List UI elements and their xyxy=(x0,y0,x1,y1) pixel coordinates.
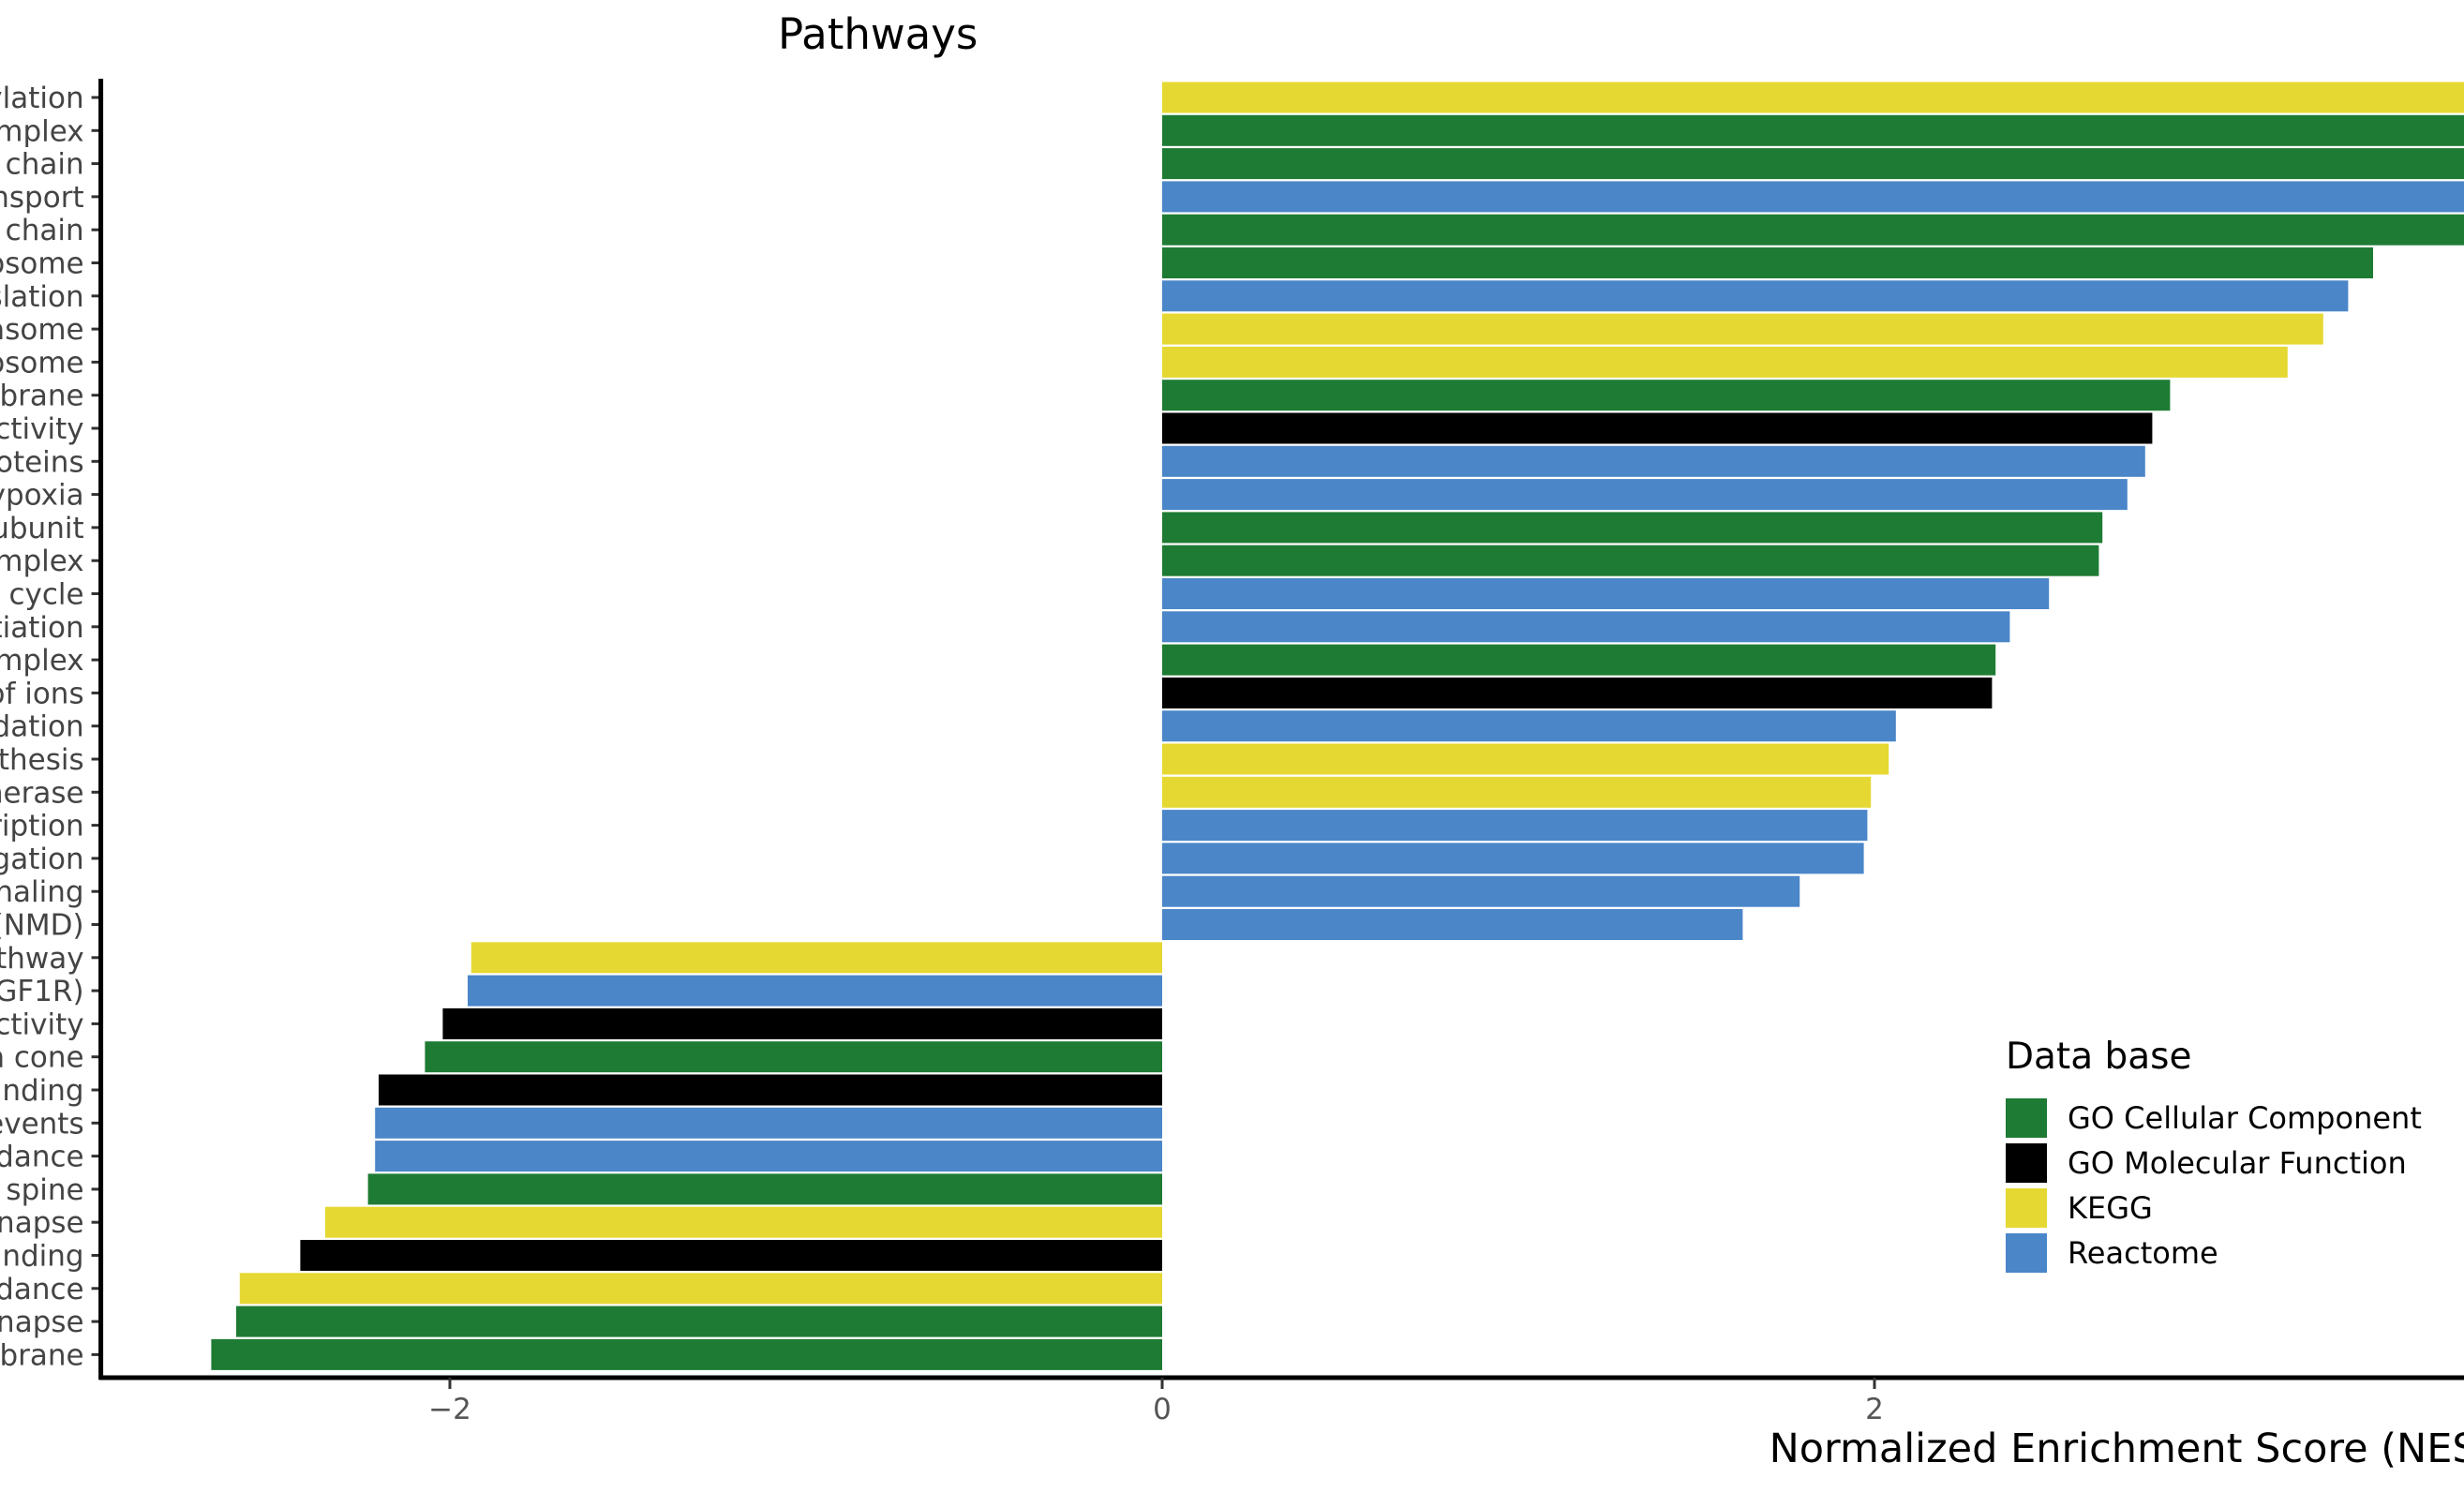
category-label: GO:0030426 growth cone xyxy=(0,1041,84,1075)
legend-swatch xyxy=(2006,1188,2047,1228)
bar xyxy=(1162,181,2464,213)
bar xyxy=(1162,346,2288,378)
category-label: GO:0005761 mitochondrial ribosome xyxy=(0,247,84,281)
bar xyxy=(1162,875,1800,907)
category-label: RNA Polymerase I Chain Elongation xyxy=(0,843,84,876)
bar xyxy=(470,942,1162,974)
category-label: Activation of NMDA receptor and postsyna… xyxy=(0,1107,84,1141)
bar xyxy=(1162,479,2128,511)
bar xyxy=(425,1041,1162,1073)
bar xyxy=(468,975,1162,1007)
category-label: rno04310 Wnt signaling pathway xyxy=(0,942,84,976)
category-label: GO:0044309 neuron spine xyxy=(0,1173,84,1207)
category-label: GO:0031966 mitochondrial membrane xyxy=(0,380,84,413)
bar xyxy=(239,1273,1163,1305)
category-label: GO:0005763 mitochondrial small ribosomal… xyxy=(0,512,84,545)
category-label: rno03020 RNA polymerase xyxy=(0,776,84,810)
bar xyxy=(1162,512,2103,544)
bar xyxy=(1162,545,2099,576)
x-tick-label: 2 xyxy=(1865,1393,1884,1426)
bar xyxy=(1162,909,1743,940)
bar xyxy=(1162,710,1896,742)
bar xyxy=(1162,677,1993,709)
bar xyxy=(375,1107,1162,1139)
category-label: Axon guidance xyxy=(0,1141,84,1174)
legend-swatch xyxy=(2006,1098,2047,1138)
bar xyxy=(1162,82,2464,113)
bars-layer xyxy=(211,82,2464,1370)
bar xyxy=(211,1338,1162,1370)
category-label: rno03050 Proteasome xyxy=(0,313,84,347)
x-tick-label: −2 xyxy=(428,1393,471,1426)
category-label: Signaling by Type 1 Insulin−like Growth … xyxy=(0,975,84,1008)
category-label: GO:0097060 synaptic membrane xyxy=(0,1338,84,1372)
legend-label: GO Cellular Component xyxy=(2068,1100,2422,1136)
bar xyxy=(236,1306,1162,1337)
bar xyxy=(1162,280,2349,312)
category-label: GO:0044769 ATPase activity, coupled to t… xyxy=(0,677,84,710)
legend-label: GO Molecular Function xyxy=(2068,1145,2407,1181)
bar xyxy=(1162,114,2464,146)
bar xyxy=(1162,445,2145,477)
bar xyxy=(1162,743,1889,775)
category-label: Pyruvate metabolism and Citric Acid (TCA… xyxy=(0,578,84,612)
x-axis-title: Normalized Enrichment Score (NES) xyxy=(1770,1425,2464,1472)
category-label: RNA Polymerase I Transcription xyxy=(0,810,84,843)
bar xyxy=(1162,578,2050,609)
bar xyxy=(1162,843,1864,874)
bar xyxy=(1162,776,1872,808)
bar xyxy=(1162,380,2171,411)
category-label: rno03010 Ribosome xyxy=(0,346,84,380)
legend: Data base GO Cellular Component GO Molecu… xyxy=(2006,1036,2422,1273)
legend-swatch xyxy=(2006,1233,2047,1273)
category-label: GO:0008137 NADH dehydrogenase (ubiquinon… xyxy=(0,412,84,446)
bar xyxy=(1162,810,1868,842)
category-label: rno00130 Ubiquinone and other terpenoid−… xyxy=(0,743,84,777)
category-label: GO:0008046 axon guidance receptor activi… xyxy=(0,1007,84,1041)
bar xyxy=(1162,148,2464,180)
legend-label: Reactome xyxy=(2068,1235,2218,1271)
category-label: GO:0022624 proteasome accessory complex xyxy=(0,545,84,578)
category-label: GO:0005746 mitochondrial respiratory cha… xyxy=(0,214,84,247)
bar xyxy=(1162,214,2464,246)
category-label: Mitochondrial translation xyxy=(0,280,84,314)
bar xyxy=(1162,412,2153,444)
category-label: Nonsense−Mediated Decay (NMD) xyxy=(0,909,84,943)
category-label: rno04360 Axon guidance xyxy=(0,1273,84,1306)
x-tick-label: 0 xyxy=(1153,1393,1172,1426)
category-label: GO:0070577 lysine−acetylated histone bin… xyxy=(0,1240,84,1274)
bar xyxy=(1162,644,1996,676)
x-axis-ticks: −2024 xyxy=(428,1378,1884,1426)
category-label: GO:0098800 inner mitochondrial membrane … xyxy=(0,114,84,148)
category-label: rno00190 Oxidative phosphorylation xyxy=(0,82,84,115)
category-label: Beta−catenin independent WNT signaling xyxy=(0,875,84,909)
bar xyxy=(325,1206,1162,1238)
category-labels: rno00190 Oxidative phosphorylationGO:009… xyxy=(0,82,101,1372)
bar xyxy=(367,1173,1163,1205)
bar xyxy=(375,1141,1162,1172)
category-label: APC/C−mediated degradation of cell cycle… xyxy=(0,445,84,479)
category-label: Antigen processing: Ubiquitination & Pro… xyxy=(0,710,84,744)
chart-title: Pathways xyxy=(778,9,978,59)
legend-label: KEGG xyxy=(2068,1190,2153,1226)
bar xyxy=(379,1074,1162,1106)
category-label: GO:0098984 neuron to neuron synapse xyxy=(0,1306,84,1339)
bar xyxy=(1162,611,2010,643)
category-label: GO:0019773 proteasome core complex, alph… xyxy=(0,644,84,678)
bar xyxy=(1162,247,2373,278)
legend-title: Data base xyxy=(2006,1036,2192,1078)
category-label: The citric acid (TCA) cycle and respirat… xyxy=(0,181,84,215)
category-label: rno04724 Glutamatergic synapse xyxy=(0,1206,84,1240)
category-label: GO:0070469 respiratory chain xyxy=(0,148,84,182)
category-label: GO:0008017 microtubule binding xyxy=(0,1074,84,1108)
bar xyxy=(300,1240,1162,1271)
category-label: Cellular response to hypoxia xyxy=(0,479,84,513)
bar xyxy=(442,1007,1162,1039)
legend-swatch xyxy=(2006,1143,2047,1183)
bar xyxy=(1162,313,2323,345)
category-label: RNA Polymerase II Transcription Initiati… xyxy=(0,611,84,645)
